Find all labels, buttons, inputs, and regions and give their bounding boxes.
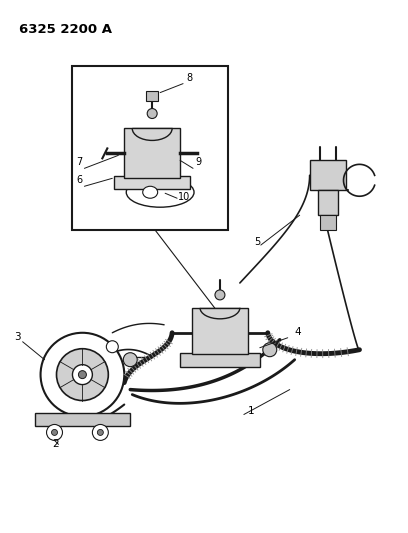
Text: 6: 6 xyxy=(76,175,82,185)
Text: 6325 2200 A: 6325 2200 A xyxy=(19,23,112,36)
Circle shape xyxy=(92,424,109,440)
Text: 7: 7 xyxy=(76,157,83,167)
Bar xyxy=(124,128,180,179)
Ellipse shape xyxy=(126,177,194,207)
Bar xyxy=(319,215,335,230)
Circle shape xyxy=(73,365,92,385)
Text: 4: 4 xyxy=(295,327,302,337)
Text: 3: 3 xyxy=(15,332,21,342)
Text: 9: 9 xyxy=(195,157,201,167)
Bar xyxy=(146,91,158,101)
Bar xyxy=(114,176,190,189)
Circle shape xyxy=(47,424,62,440)
Text: 1: 1 xyxy=(248,407,255,416)
Circle shape xyxy=(215,290,225,300)
Bar xyxy=(180,353,260,367)
Text: 10: 10 xyxy=(178,192,191,202)
Bar xyxy=(317,190,337,215)
Ellipse shape xyxy=(143,186,157,198)
Circle shape xyxy=(78,370,86,378)
Text: 8: 8 xyxy=(186,72,192,83)
Text: 5: 5 xyxy=(254,237,260,247)
Circle shape xyxy=(263,343,277,357)
Circle shape xyxy=(56,349,109,400)
Circle shape xyxy=(98,430,103,435)
Circle shape xyxy=(40,333,124,416)
Circle shape xyxy=(147,109,157,118)
Bar xyxy=(73,66,228,230)
Text: 2: 2 xyxy=(53,439,59,449)
Bar xyxy=(35,413,130,426)
Bar xyxy=(310,160,346,190)
Bar xyxy=(192,308,248,354)
Circle shape xyxy=(51,430,58,435)
Circle shape xyxy=(106,341,118,353)
Circle shape xyxy=(123,353,137,367)
